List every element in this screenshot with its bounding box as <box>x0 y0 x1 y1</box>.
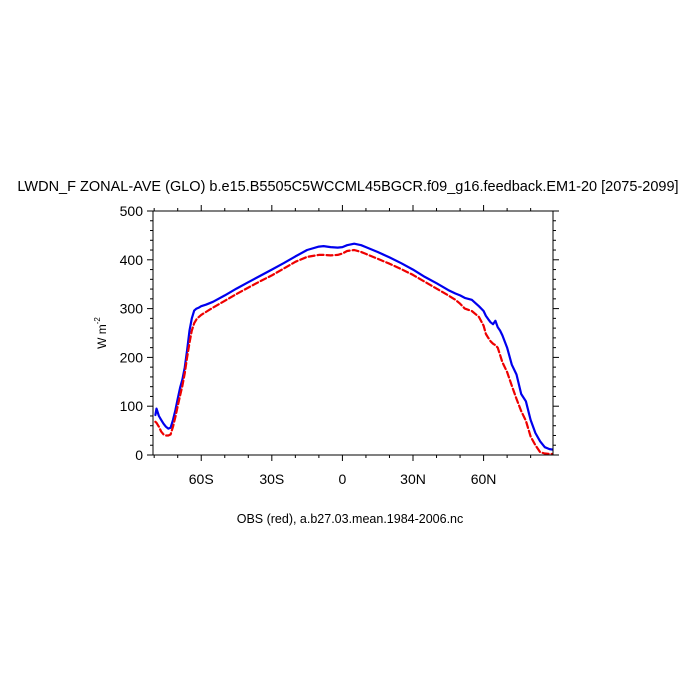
y-tick-label: 400 <box>120 252 144 268</box>
x-tick-label: 0 <box>339 471 347 487</box>
y-tick-label: 200 <box>120 349 144 365</box>
y-tick-label: 500 <box>120 203 144 219</box>
y-tick-label: 0 <box>135 447 143 463</box>
chart-title: LWDN_F ZONAL-AVE (GLO) b.e15.B5505C5WCCM… <box>17 179 678 195</box>
y-axis-title-exponent: -2 <box>93 317 102 325</box>
series-line-1 <box>154 242 553 451</box>
y-tick-label: 100 <box>120 398 144 414</box>
x-tick-label: 60N <box>471 471 497 487</box>
y-axis-title: W m-2 <box>93 317 109 349</box>
plot-frame <box>152 210 554 456</box>
x-tick-label: 60S <box>189 471 214 487</box>
y-axis-title-text: W m <box>95 324 109 349</box>
x-tick-label: 30N <box>400 471 426 487</box>
series-line-2 <box>154 248 553 455</box>
x-tick-label: 30S <box>259 471 284 487</box>
chart-caption: OBS (red), a.b27.03.mean.1984-2006.nc <box>237 512 464 526</box>
plot-area: 0 100 200 300 400 500 60S 30S 0 30N 60N <box>120 203 559 487</box>
svg-text:W m-2: W m-2 <box>93 317 109 349</box>
y-tick-label: 300 <box>120 301 144 317</box>
